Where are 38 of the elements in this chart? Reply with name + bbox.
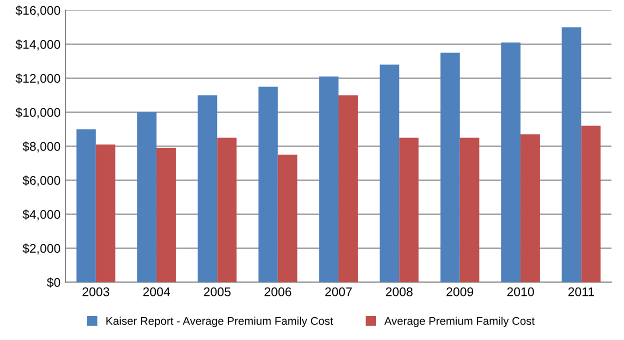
x-tick-label: 2008 — [386, 287, 413, 296]
bar — [76, 129, 96, 282]
y-tick-label: $14,000 — [16, 39, 60, 50]
x-tick-label: 2011 — [568, 287, 594, 296]
bar — [278, 154, 298, 282]
x-tick-label: 2003 — [82, 287, 110, 296]
y-tick-label: $8,000 — [22, 141, 60, 152]
y-tick-label: $16,000 — [16, 5, 60, 16]
bar — [562, 27, 582, 282]
x-tick-label: 2007 — [325, 287, 352, 296]
bar — [440, 52, 460, 282]
bar — [258, 86, 278, 282]
y-tick-label: $2,000 — [22, 243, 60, 254]
bar — [198, 95, 218, 282]
bar — [217, 138, 237, 282]
y-tick-label: $6,000 — [22, 175, 60, 186]
x-tick-label: 2006 — [264, 287, 292, 296]
x-tick-label: 2005 — [204, 287, 231, 296]
bar — [319, 76, 339, 282]
legend-label: Average Premium Family Cost — [384, 316, 535, 328]
bar — [380, 64, 400, 282]
bar — [581, 126, 601, 282]
bar — [137, 112, 157, 282]
x-tick-label: 2004 — [143, 287, 170, 296]
bar — [520, 134, 540, 282]
bar — [96, 144, 116, 282]
y-tick-label: $4,000 — [22, 209, 60, 220]
bar — [338, 95, 358, 282]
y-tick-label: $12,000 — [16, 73, 60, 84]
bar — [460, 138, 480, 282]
legend-label: Kaiser Report - Average Premium Family Cost — [106, 316, 334, 328]
bar — [501, 42, 521, 282]
y-tick-label: $10,000 — [16, 107, 60, 118]
bar — [156, 148, 176, 282]
bar — [399, 138, 419, 282]
x-tick-label: 2010 — [507, 287, 534, 296]
x-tick-label: 2009 — [446, 287, 474, 296]
y-tick-label: $0 — [46, 277, 60, 288]
